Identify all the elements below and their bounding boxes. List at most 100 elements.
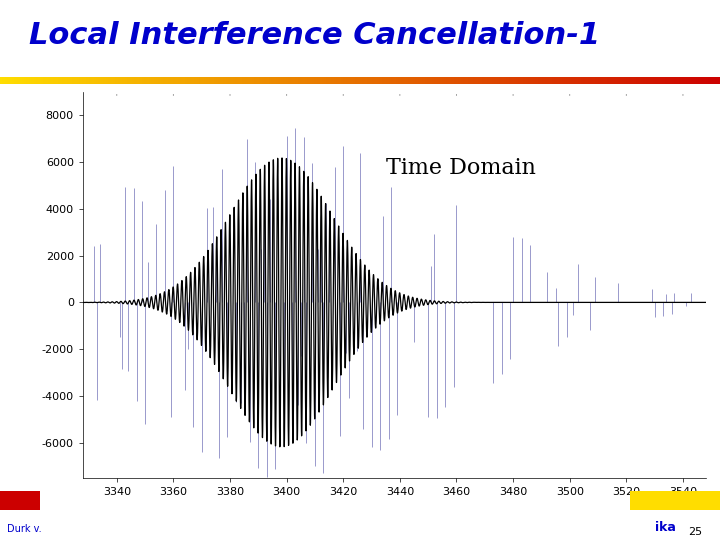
Bar bbox=[50, 77, 53, 84]
Bar bbox=[279, 77, 281, 84]
Bar bbox=[614, 77, 617, 84]
Bar bbox=[389, 77, 391, 84]
Bar bbox=[48, 77, 50, 84]
Bar bbox=[137, 77, 139, 84]
Bar bbox=[562, 77, 564, 84]
Bar bbox=[540, 77, 542, 84]
Bar bbox=[665, 77, 667, 84]
Bar bbox=[629, 77, 631, 84]
Bar bbox=[197, 77, 199, 84]
Bar bbox=[504, 77, 506, 84]
Bar bbox=[684, 77, 686, 84]
Bar bbox=[463, 77, 466, 84]
Bar bbox=[379, 77, 382, 84]
Bar bbox=[581, 77, 583, 84]
Bar bbox=[593, 77, 595, 84]
Bar bbox=[283, 77, 286, 84]
Bar bbox=[36, 77, 38, 84]
Bar bbox=[434, 77, 437, 84]
Bar bbox=[55, 77, 58, 84]
Bar bbox=[420, 77, 423, 84]
Bar bbox=[142, 77, 144, 84]
Bar bbox=[713, 77, 715, 84]
Bar bbox=[490, 77, 492, 84]
Bar bbox=[374, 77, 377, 84]
Bar bbox=[569, 77, 571, 84]
Bar bbox=[701, 77, 703, 84]
Bar bbox=[612, 77, 614, 84]
Bar bbox=[276, 77, 279, 84]
Bar bbox=[60, 77, 63, 84]
Bar bbox=[369, 77, 372, 84]
Bar bbox=[425, 77, 427, 84]
Bar bbox=[14, 77, 17, 84]
Bar bbox=[264, 77, 266, 84]
Bar bbox=[377, 77, 379, 84]
Bar bbox=[305, 77, 307, 84]
Bar bbox=[331, 77, 333, 84]
Bar bbox=[77, 77, 79, 84]
Bar bbox=[477, 77, 480, 84]
Bar bbox=[247, 77, 250, 84]
Bar bbox=[199, 77, 202, 84]
Bar bbox=[218, 77, 221, 84]
Bar bbox=[351, 77, 353, 84]
Bar bbox=[502, 77, 504, 84]
Bar bbox=[554, 77, 557, 84]
Bar bbox=[667, 77, 670, 84]
Bar bbox=[194, 77, 197, 84]
Bar bbox=[487, 77, 490, 84]
Bar bbox=[610, 77, 612, 84]
Bar bbox=[202, 77, 204, 84]
Bar bbox=[600, 77, 603, 84]
Bar bbox=[441, 77, 444, 84]
Bar bbox=[657, 77, 660, 84]
Bar bbox=[703, 77, 706, 84]
Bar bbox=[648, 77, 650, 84]
Bar bbox=[706, 77, 708, 84]
Bar bbox=[650, 77, 653, 84]
Bar bbox=[576, 77, 578, 84]
Bar bbox=[322, 77, 324, 84]
Bar bbox=[662, 77, 665, 84]
Bar bbox=[250, 77, 252, 84]
Bar bbox=[324, 77, 326, 84]
Bar bbox=[211, 77, 214, 84]
Bar bbox=[300, 77, 302, 84]
Bar bbox=[261, 77, 264, 84]
Bar bbox=[372, 77, 374, 84]
Bar bbox=[513, 77, 516, 84]
Bar bbox=[79, 77, 81, 84]
Bar bbox=[646, 77, 648, 84]
Bar bbox=[405, 77, 408, 84]
Bar bbox=[91, 77, 94, 84]
Bar bbox=[636, 77, 639, 84]
Bar bbox=[22, 77, 24, 84]
Bar bbox=[19, 77, 22, 84]
Bar bbox=[336, 77, 338, 84]
Bar bbox=[7, 77, 9, 84]
Bar bbox=[293, 77, 295, 84]
Bar bbox=[384, 77, 387, 84]
Bar bbox=[454, 77, 456, 84]
Bar bbox=[317, 77, 319, 84]
Bar bbox=[387, 77, 389, 84]
Bar bbox=[113, 77, 115, 84]
Bar bbox=[259, 77, 261, 84]
Bar bbox=[103, 77, 106, 84]
Bar bbox=[698, 77, 701, 84]
Bar bbox=[225, 77, 228, 84]
Bar bbox=[691, 77, 693, 84]
Bar bbox=[355, 77, 358, 84]
Bar bbox=[192, 77, 194, 84]
Bar bbox=[34, 77, 36, 84]
Text: Local Interference Cancellation-1: Local Interference Cancellation-1 bbox=[29, 21, 600, 50]
Bar bbox=[456, 77, 459, 84]
Bar bbox=[149, 77, 151, 84]
Bar bbox=[2, 77, 5, 84]
Bar bbox=[423, 77, 425, 84]
Bar bbox=[718, 77, 720, 84]
Bar bbox=[528, 77, 531, 84]
Text: Durk v.: Durk v. bbox=[7, 523, 42, 534]
Bar bbox=[189, 77, 192, 84]
